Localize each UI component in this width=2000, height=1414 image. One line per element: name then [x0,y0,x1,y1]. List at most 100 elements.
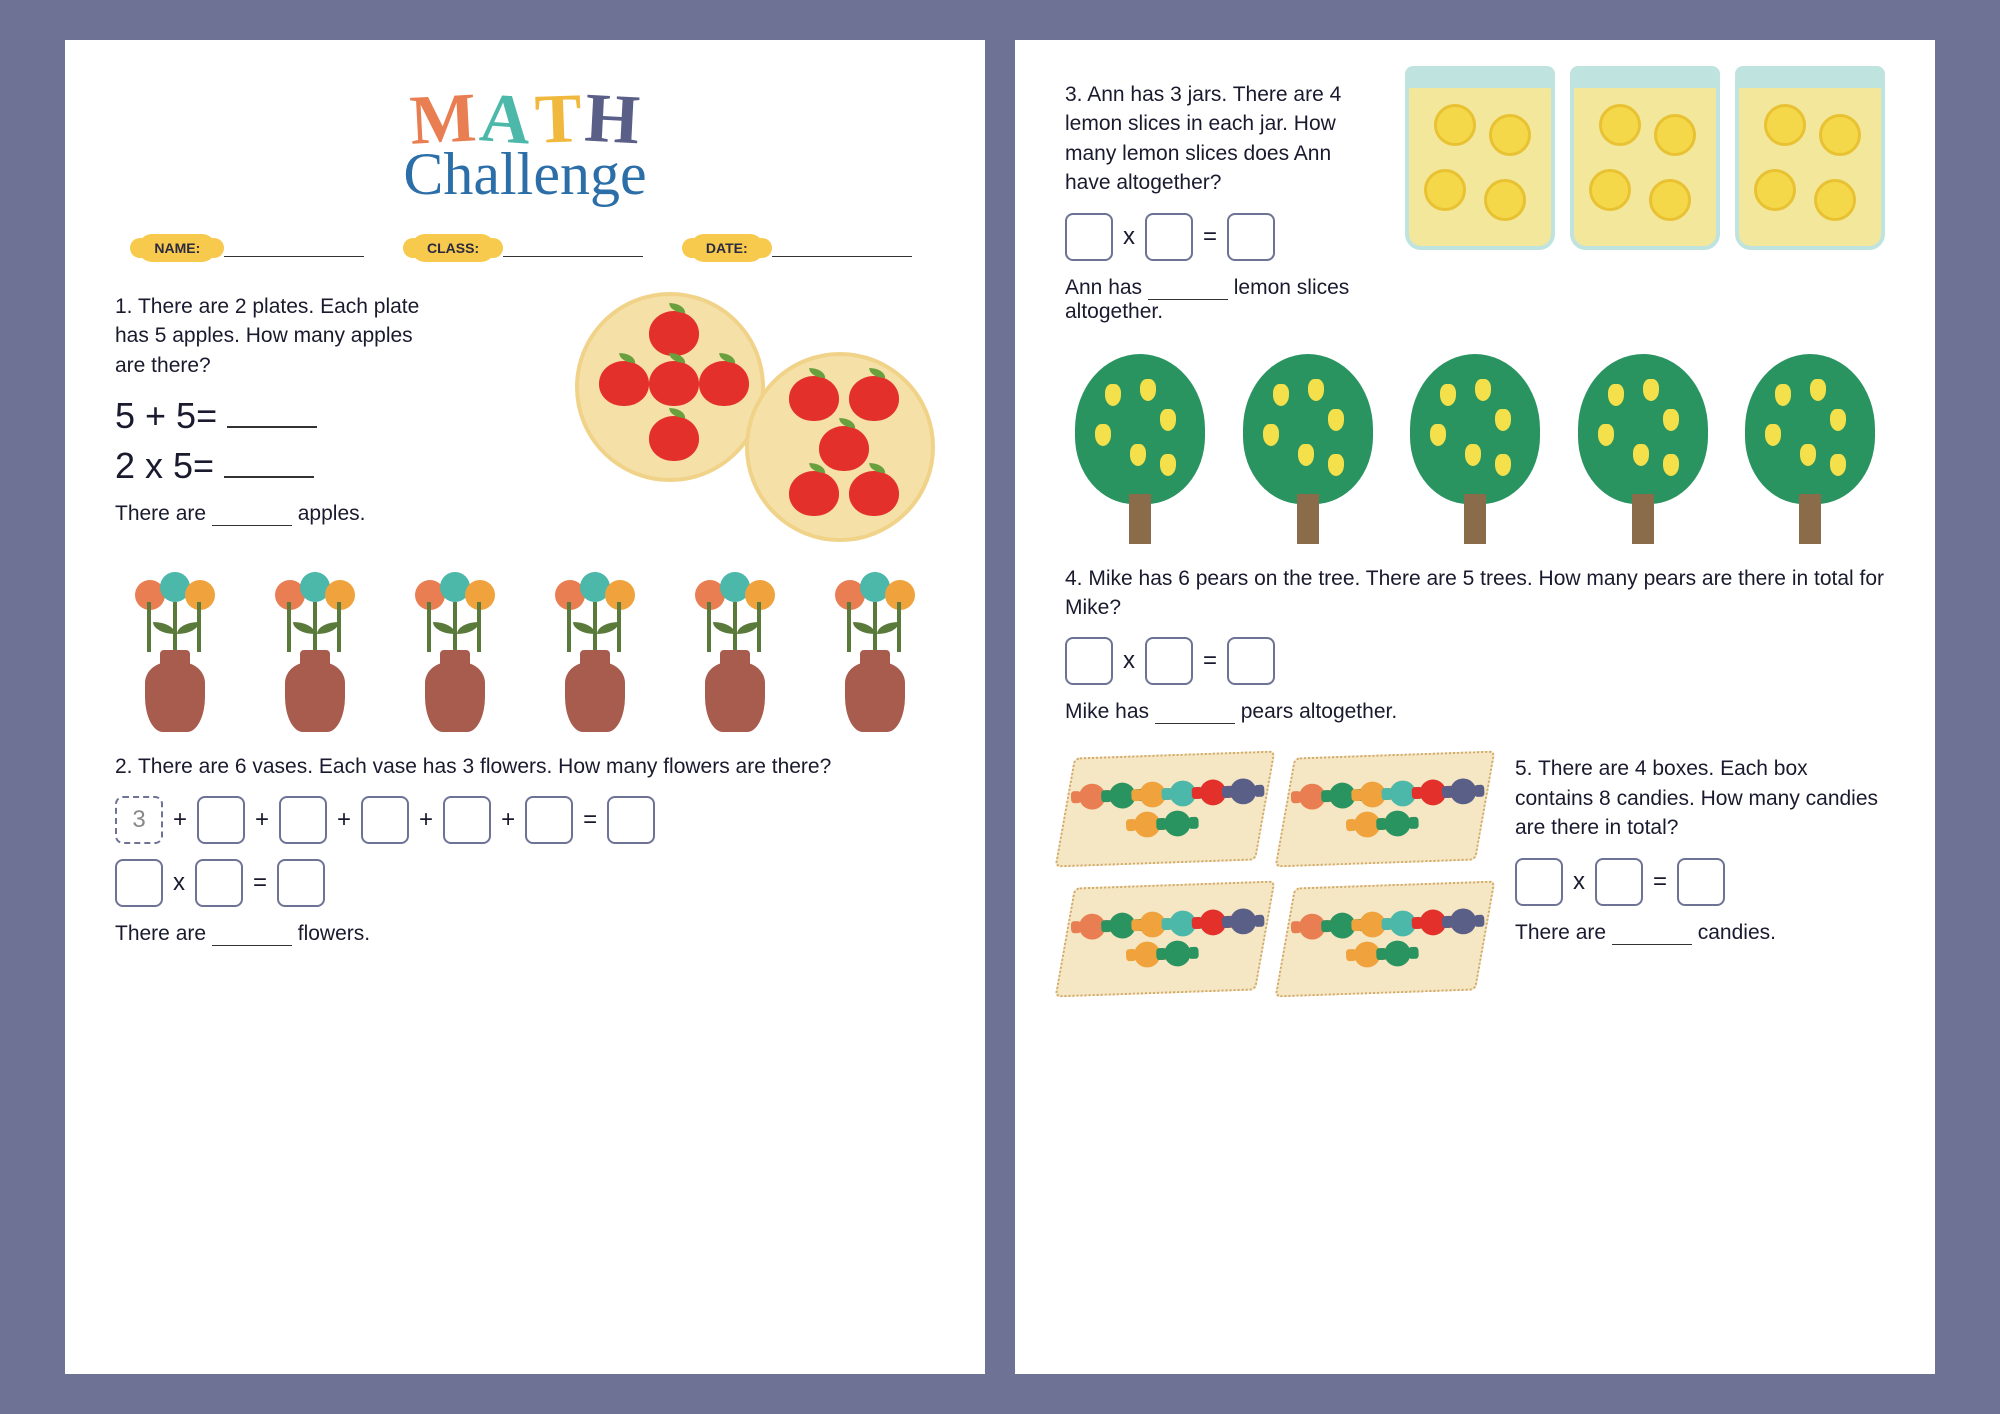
input-box[interactable] [525,796,573,844]
apple-icon [649,361,699,406]
lemon-icon [1589,169,1631,211]
plates-graphic [575,292,935,542]
q3-answer-blank[interactable] [1148,280,1228,300]
title-letter: M [408,78,478,161]
input-box[interactable] [361,796,409,844]
jar-icon [1405,80,1555,250]
q1-eq2-blank[interactable] [224,450,314,478]
question-2: 2. There are 6 vases. Each vase has 3 fl… [115,752,935,946]
plate-icon [745,352,935,542]
lemon-icon [1434,104,1476,146]
jar-icon [1735,80,1885,250]
input-box[interactable] [1595,858,1643,906]
q2-text: 2. There are 6 vases. Each vase has 3 fl… [115,752,935,781]
name-field: NAME: [138,234,364,262]
q1-eq1-blank[interactable] [227,400,317,428]
question-1: 1. There are 2 plates. Each plate has 5 … [115,292,935,542]
input-box[interactable] [195,859,243,907]
lemon-icon [1819,114,1861,156]
input-box[interactable] [197,796,245,844]
apple-icon [849,376,899,421]
q3-mult-row: x = [1065,213,1385,261]
tree-icon [1735,354,1885,544]
q1-text: 1. There are 2 plates. Each plate has 5 … [115,292,435,380]
tree-icon [1400,354,1550,544]
title-letter: H [583,79,642,162]
q2-mult-row: x = [115,859,935,907]
q1-eq2: 2 x 5= [115,445,214,487]
question-5: 5. There are 4 boxes. Each box contains … [1065,754,1885,994]
class-label: CLASS: [411,234,495,262]
candy-box-icon [1275,751,1496,868]
apple-icon [649,416,699,461]
input-box[interactable] [115,859,163,907]
apple-icon [789,376,839,421]
title-letter: A [477,78,533,161]
input-box[interactable] [1677,858,1725,906]
lemon-icon [1754,169,1796,211]
apple-icon [849,471,899,516]
input-box[interactable] [607,796,655,844]
input-box[interactable] [443,796,491,844]
candy-icon [1164,810,1191,837]
candy-icon [1450,778,1477,805]
q3-text: 3. Ann has 3 jars. There are 4 lemon sli… [1065,80,1365,198]
candy-box-icon [1055,881,1276,998]
input-box[interactable] [1065,637,1113,685]
q1-equations: 5 + 5= 2 x 5= [115,395,545,487]
input-box[interactable]: 3 [115,796,163,844]
trees-graphic [1065,354,1885,544]
q1-answer-blank[interactable] [212,506,292,526]
candy-boxes-graphic [1065,754,1485,994]
q4-answer-blank[interactable] [1155,704,1235,724]
jars-graphic [1405,80,1885,250]
candy-box-icon [1275,881,1496,998]
class-input-line[interactable] [503,239,643,257]
q2-addition-row: 3 + + + + + = [115,796,935,844]
q3-answer: Ann has lemon slices altogether. [1065,276,1385,324]
apple-icon [819,426,869,471]
date-input-line[interactable] [772,239,912,257]
q5-answer: There are candies. [1515,921,1885,945]
tree-icon [1568,354,1718,544]
vase-icon [395,572,515,732]
input-box[interactable] [1227,637,1275,685]
q2-answer: There are flowers. [115,922,935,946]
candy-icon [1450,908,1477,935]
q5-answer-blank[interactable] [1612,925,1692,945]
input-box[interactable] [1145,213,1193,261]
vase-icon [815,572,935,732]
input-box[interactable] [1065,213,1113,261]
name-input-line[interactable] [224,239,364,257]
apple-icon [789,471,839,516]
vase-icon [535,572,655,732]
tree-icon [1233,354,1383,544]
apple-icon [599,361,649,406]
class-field: CLASS: [411,234,643,262]
plate-icon [575,292,765,482]
vase-icon [115,572,235,732]
q4-text: 4. Mike has 6 pears on the tree. There a… [1065,564,1885,623]
input-box[interactable] [279,796,327,844]
lemon-icon [1489,114,1531,156]
vase-icon [255,572,375,732]
vase-icon [675,572,795,732]
candy-icon [1384,940,1411,967]
candy-box-icon [1055,751,1276,868]
input-box[interactable] [1515,858,1563,906]
q5-text: 5. There are 4 boxes. Each box contains … [1515,754,1885,842]
jar-icon [1570,80,1720,250]
input-box[interactable] [277,859,325,907]
q4-answer: Mike has pears altogether. [1065,700,1885,724]
tree-icon [1065,354,1215,544]
title-letter: T [533,79,582,161]
vases-graphic [115,572,935,732]
input-box[interactable] [1145,637,1193,685]
input-box[interactable] [1227,213,1275,261]
candy-icon [1384,810,1411,837]
question-4: 4. Mike has 6 pears on the tree. There a… [1065,564,1885,725]
worksheet-page-2: 3. Ann has 3 jars. There are 4 lemon sli… [1015,40,1935,1374]
q2-answer-blank[interactable] [212,926,292,946]
lemon-icon [1424,169,1466,211]
lemon-icon [1764,104,1806,146]
